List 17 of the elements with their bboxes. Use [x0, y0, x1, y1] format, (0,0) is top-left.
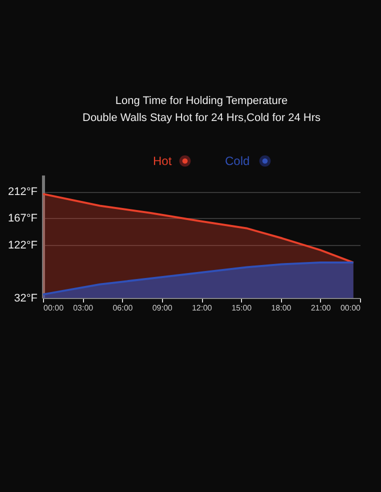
x-tick-label: 00:00 — [340, 304, 362, 312]
legend-label: Hot — [153, 154, 172, 168]
x-tick-label: 06:00 — [112, 304, 134, 312]
x-tick-label: 21:00 — [310, 304, 332, 312]
x-tick-label: 15:00 — [232, 304, 252, 312]
x-tick-label: 09:00 — [152, 304, 173, 312]
y-tick-label: 122°F — [8, 239, 38, 252]
legend-label: Cold — [225, 154, 250, 168]
y-tick-label: 212°F — [8, 186, 38, 198]
x-tick-label: 03:00 — [73, 304, 94, 312]
x-tick-label: 00:00 — [44, 304, 64, 312]
x-tick-label: 18:00 — [271, 304, 292, 312]
chart-title: Long Time for Holding Temperature — [115, 94, 288, 107]
chart-subtitle: Double Walls Stay Hot for 24 Hrs,Cold for 24 Hrs — [82, 112, 321, 124]
x-tick-label: 12:00 — [192, 304, 213, 312]
y-tick-label: 32°F — [14, 292, 38, 304]
y-tick-label: 167°F — [8, 212, 38, 225]
